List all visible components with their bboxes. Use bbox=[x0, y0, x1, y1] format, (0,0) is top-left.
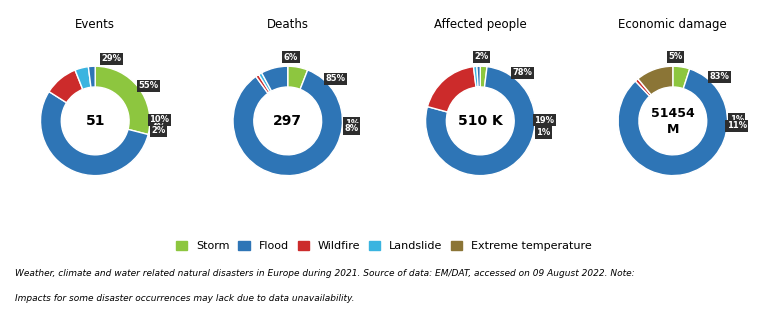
Wedge shape bbox=[618, 69, 727, 176]
Wedge shape bbox=[474, 66, 478, 87]
Text: 51: 51 bbox=[85, 114, 105, 128]
Wedge shape bbox=[262, 66, 288, 91]
Wedge shape bbox=[477, 66, 480, 87]
Title: Affected people: Affected people bbox=[434, 18, 527, 31]
Text: 83%: 83% bbox=[710, 72, 729, 81]
Wedge shape bbox=[635, 79, 651, 96]
Wedge shape bbox=[638, 79, 651, 95]
Wedge shape bbox=[428, 67, 476, 112]
Text: M: M bbox=[667, 123, 679, 136]
Text: 1%: 1% bbox=[536, 128, 551, 137]
Text: 4%: 4% bbox=[152, 123, 166, 132]
Wedge shape bbox=[259, 73, 272, 92]
Text: 1%: 1% bbox=[536, 127, 551, 136]
Text: 19%: 19% bbox=[535, 116, 554, 125]
Wedge shape bbox=[88, 66, 95, 87]
Text: 510 K: 510 K bbox=[458, 114, 502, 128]
Wedge shape bbox=[95, 66, 150, 134]
Wedge shape bbox=[49, 70, 83, 103]
Wedge shape bbox=[425, 67, 535, 176]
Text: 297: 297 bbox=[273, 114, 303, 128]
Wedge shape bbox=[41, 92, 148, 176]
Text: 29%: 29% bbox=[101, 55, 121, 63]
Text: Impacts for some disaster occurrences may lack due to data unavailability.: Impacts for some disaster occurrences ma… bbox=[15, 294, 355, 303]
Text: 11%: 11% bbox=[727, 121, 746, 130]
Title: Events: Events bbox=[75, 18, 115, 31]
Title: Economic damage: Economic damage bbox=[618, 18, 727, 31]
Wedge shape bbox=[233, 70, 343, 176]
Text: Weather, climate and water related natural disasters in Europe during 2021. Sour: Weather, climate and water related natur… bbox=[15, 269, 635, 278]
Wedge shape bbox=[256, 74, 270, 93]
Text: 5%: 5% bbox=[668, 53, 683, 61]
Wedge shape bbox=[480, 66, 487, 87]
Text: 1%: 1% bbox=[345, 119, 359, 128]
Text: 51454: 51454 bbox=[651, 107, 695, 120]
Wedge shape bbox=[638, 66, 673, 95]
Text: 2%: 2% bbox=[475, 52, 488, 61]
Wedge shape bbox=[673, 66, 690, 89]
Text: 8%: 8% bbox=[344, 124, 359, 133]
Text: 78%: 78% bbox=[512, 68, 532, 77]
Text: 1%: 1% bbox=[730, 115, 744, 124]
Text: 6%: 6% bbox=[284, 53, 298, 61]
Title: Deaths: Deaths bbox=[266, 18, 309, 31]
Wedge shape bbox=[75, 67, 91, 89]
Text: 10%: 10% bbox=[149, 115, 169, 124]
Wedge shape bbox=[288, 66, 308, 89]
Legend: Storm, Flood, Wildfire, Landslide, Extreme temperature: Storm, Flood, Wildfire, Landslide, Extre… bbox=[176, 241, 592, 251]
Text: 55%: 55% bbox=[138, 81, 159, 90]
Text: 2%: 2% bbox=[151, 126, 166, 135]
Text: 85%: 85% bbox=[326, 74, 346, 83]
Text: 1%: 1% bbox=[345, 118, 359, 127]
